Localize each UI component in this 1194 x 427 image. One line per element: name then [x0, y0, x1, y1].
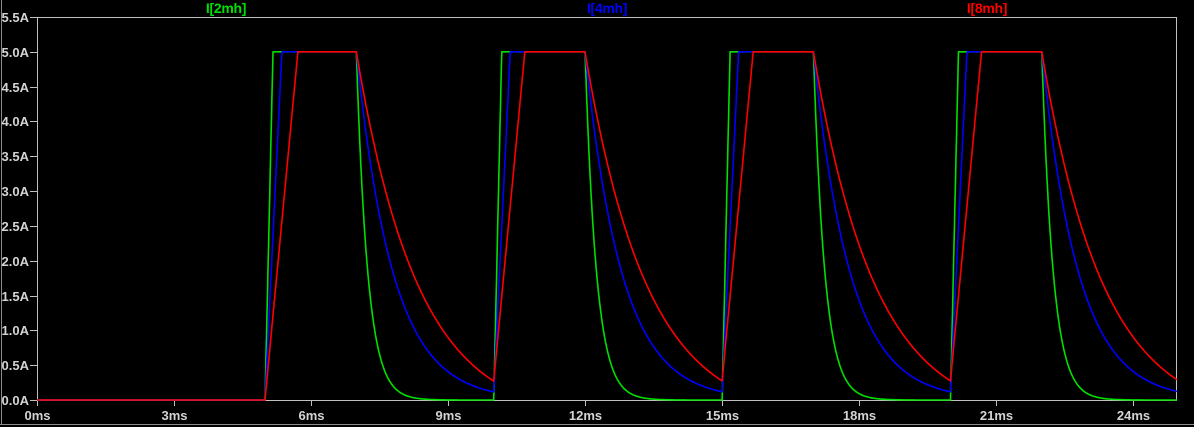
y-tick-label: 5.0A [2, 45, 30, 60]
y-tick-label: 3.0A [2, 184, 30, 199]
x-tick-label: 9ms [435, 408, 461, 423]
y-tick-label: 5.5A [2, 10, 30, 25]
traces [36, 50, 1178, 401]
trace-i8mh [36, 50, 1178, 401]
legend: I[2mh] I[4mh] I[8mh] [206, 0, 1008, 16]
x-tick-label: 12ms [569, 408, 602, 423]
axes: 0.0A 0.5A 1.0A 1.5A 2.0A 2.5A 3.0A 3.5A 4.0A 4.5A… [2, 10, 1177, 423]
y-tick-label: 4.0A [2, 114, 30, 129]
x-tick-label: 21ms [980, 408, 1013, 423]
x-tick-label: 0ms [24, 408, 50, 423]
trace-i2mh [36, 50, 1178, 401]
y-tick-label: 3.5A [2, 149, 30, 164]
y-tick-label: 4.5A [2, 80, 30, 95]
y-tick-label: 2.5A [2, 219, 30, 234]
y-tick-label: 1.0A [2, 323, 30, 338]
legend-label-i2mh: I[2mh] [206, 0, 246, 16]
legend-label-i8mh: I[8mh] [967, 0, 1007, 16]
y-tick-label: 2.0A [2, 254, 30, 269]
legend-label-i4mh: I[4mh] [587, 0, 627, 16]
x-tick-label: 18ms [843, 408, 876, 423]
y-tick-label: 1.5A [2, 289, 30, 304]
x-tick-label: 3ms [161, 408, 187, 423]
x-tick-label: 24ms [1117, 408, 1150, 423]
y-tick-label: 0.0A [2, 393, 30, 408]
x-tick-label: 6ms [298, 408, 324, 423]
plot-border [37, 17, 1177, 401]
y-tick-label: 0.5A [2, 358, 30, 373]
x-tick-label: 15ms [706, 408, 739, 423]
